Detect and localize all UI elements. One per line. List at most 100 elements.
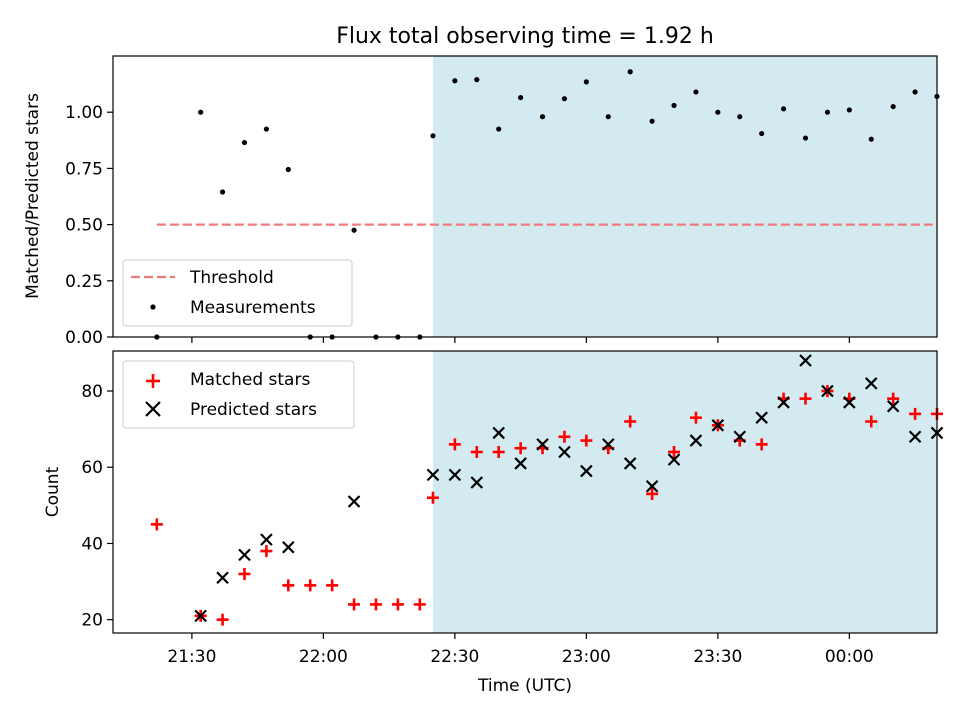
measurement-point bbox=[912, 89, 918, 95]
top-y-tick-label: 0.75 bbox=[65, 159, 103, 179]
measurement-point bbox=[198, 109, 204, 115]
bottom-y-axis-label: Count bbox=[43, 466, 63, 517]
bottom-y-ticks: 20 40 60 80 bbox=[81, 382, 113, 631]
bottom-y-tick-label: 20 bbox=[81, 611, 103, 631]
legend-threshold-label: Threshold bbox=[189, 268, 274, 288]
matched-star-point bbox=[799, 392, 812, 405]
matched-star-point bbox=[755, 438, 768, 451]
matched-star-point bbox=[668, 445, 681, 458]
predicted-star-point bbox=[260, 533, 273, 546]
top-panel: 0.00 0.25 0.50 0.75 1.00 Matched/Predicted s… bbox=[23, 55, 940, 348]
measurement-point bbox=[219, 189, 226, 195]
matched-star-point bbox=[348, 598, 361, 611]
measurement-point bbox=[802, 135, 809, 141]
matched-stars-points bbox=[150, 385, 943, 626]
top-shaded-region bbox=[432, 56, 937, 337]
matched-star-point bbox=[470, 445, 483, 458]
top-y-tick-label: 0.00 bbox=[65, 328, 103, 348]
bottom-legend-box bbox=[122, 360, 355, 429]
top-legend: Threshold Measurements bbox=[122, 259, 353, 327]
predicted-star-point bbox=[908, 430, 922, 444]
predicted-star-point bbox=[799, 354, 812, 367]
matched-star-point bbox=[865, 415, 878, 428]
top-legend-box bbox=[122, 259, 353, 327]
measurement-point bbox=[737, 114, 743, 120]
predicted-star-point bbox=[689, 434, 703, 447]
matched-star-point bbox=[558, 430, 571, 443]
predicted-star-point bbox=[347, 495, 361, 508]
matched-star-point bbox=[448, 438, 461, 451]
matched-star-point bbox=[304, 579, 317, 592]
predicted-star-point bbox=[536, 438, 549, 451]
predicted-star-point bbox=[755, 411, 768, 424]
x-tick-label: 21:30 bbox=[167, 647, 216, 667]
matched-star-point bbox=[887, 392, 900, 405]
predicted-star-point bbox=[601, 438, 615, 451]
predicted-star-point bbox=[238, 548, 251, 562]
bottom-axes-frame bbox=[112, 350, 938, 634]
top-y-tick-label: 0.25 bbox=[65, 272, 103, 292]
matched-star-point bbox=[413, 598, 426, 611]
bottom-y-tick-label: 80 bbox=[81, 382, 103, 402]
predicted-star-point bbox=[216, 571, 229, 585]
legend-matched-swatch bbox=[146, 374, 160, 388]
legend-measurements-swatch bbox=[150, 304, 156, 310]
matched-star-point bbox=[580, 434, 593, 447]
predicted-star-point bbox=[448, 468, 462, 482]
matched-star-point bbox=[282, 579, 295, 592]
predicted-star-point bbox=[426, 468, 440, 482]
measurement-point bbox=[605, 114, 611, 120]
measurement-point bbox=[496, 126, 502, 132]
measurement-point bbox=[452, 78, 458, 84]
measurement-point bbox=[649, 118, 655, 124]
matched-star-point bbox=[426, 491, 439, 504]
predicted-stars-points bbox=[194, 354, 944, 623]
measurement-point bbox=[759, 130, 765, 137]
predicted-star-point bbox=[777, 396, 790, 409]
measurement-point bbox=[868, 136, 874, 142]
predicted-star-point bbox=[282, 540, 295, 554]
bottom-y-tick-label: 40 bbox=[81, 534, 103, 554]
matched-star-point bbox=[624, 415, 637, 428]
matched-star-point bbox=[391, 598, 404, 611]
matched-star-point bbox=[216, 613, 229, 626]
matched-star-point bbox=[514, 442, 527, 455]
x-tick-label: 00:00 bbox=[825, 647, 874, 667]
matched-star-point bbox=[150, 518, 163, 531]
measurement-point bbox=[518, 94, 524, 101]
predicted-star-point bbox=[194, 609, 207, 623]
predicted-star-point bbox=[558, 445, 571, 459]
legend-predicted-swatch bbox=[145, 401, 161, 417]
measurement-point bbox=[351, 227, 357, 233]
x-tick-label: 23:30 bbox=[693, 647, 742, 667]
matched-star-point bbox=[238, 567, 251, 580]
bottom-legend: Matched stars Predicted stars bbox=[122, 360, 355, 429]
x-tick-label: 23:00 bbox=[562, 647, 611, 667]
predicted-star-point bbox=[733, 430, 747, 444]
measurement-point bbox=[561, 96, 568, 102]
top-x-ticks bbox=[191, 337, 850, 343]
matched-star-point bbox=[909, 407, 922, 420]
matched-star-point bbox=[326, 579, 339, 592]
measurement-point bbox=[263, 126, 270, 132]
predicted-star-point bbox=[470, 476, 484, 489]
predicted-star-point bbox=[886, 399, 900, 413]
measurement-point bbox=[780, 106, 787, 112]
measurement-point bbox=[539, 114, 546, 120]
legend-measurements-label: Measurements bbox=[190, 298, 316, 318]
measurement-point bbox=[583, 79, 589, 85]
measurement-point bbox=[627, 69, 633, 75]
top-y-axis-label: Matched/Predicted stars bbox=[23, 93, 43, 299]
bottom-shaded-region bbox=[432, 351, 937, 633]
matched-star-point bbox=[369, 598, 382, 611]
predicted-star-point bbox=[667, 453, 681, 466]
top-axes-frame bbox=[112, 55, 938, 338]
predicted-star-point bbox=[711, 419, 725, 432]
matched-star-point bbox=[492, 445, 505, 458]
predicted-star-point bbox=[864, 377, 878, 390]
predicted-star-point bbox=[645, 480, 659, 493]
matched-star-point bbox=[646, 487, 659, 500]
predicted-star-point bbox=[623, 457, 637, 470]
bottom-y-tick-label: 60 bbox=[81, 458, 103, 478]
